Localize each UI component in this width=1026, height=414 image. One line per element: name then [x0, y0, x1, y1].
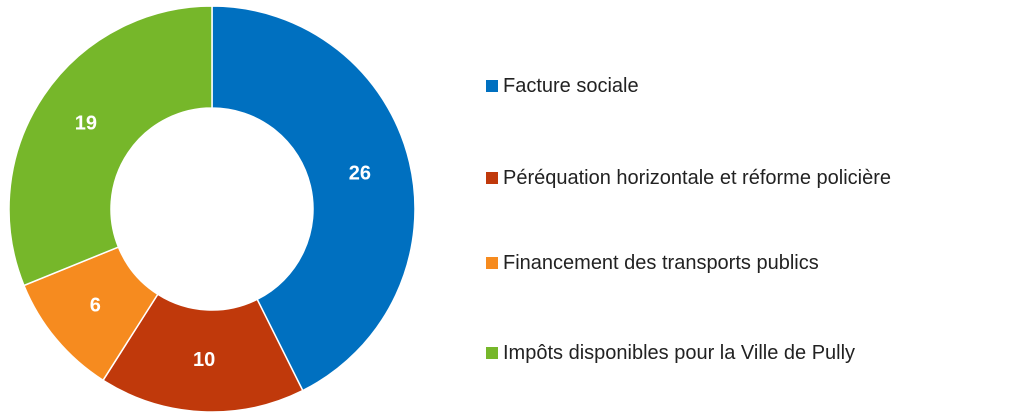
donut-segment [211, 5, 416, 392]
data-label: 26 [349, 162, 371, 184]
legend-swatch [486, 347, 498, 359]
legend-label: Péréquation horizontale et réforme polic… [503, 167, 891, 189]
data-label: 19 [75, 112, 97, 134]
donut: 26 10 6 19 [8, 5, 416, 413]
legend-label: Facture sociale [503, 75, 639, 97]
legend-item: Impôts disponibles pour la Ville de Pull… [486, 340, 855, 366]
legend-item: Facture sociale [486, 73, 639, 99]
legend-item: Financement des transports publics [486, 250, 819, 276]
legend-label: Impôts disponibles pour la Ville de Pull… [503, 342, 856, 364]
legend-swatch [486, 257, 498, 269]
data-label: 10 [193, 349, 215, 371]
legend: Facture sociale Péréquation horizontale e… [486, 0, 1026, 414]
legend-swatch [486, 80, 498, 92]
legend-swatch [486, 172, 498, 184]
legend-item: Péréquation horizontale et réforme polic… [486, 165, 891, 191]
data-label: 6 [90, 295, 101, 317]
legend-label: Financement des transports publics [503, 252, 819, 274]
donut-segment [8, 5, 213, 287]
donut-segment [102, 293, 304, 413]
